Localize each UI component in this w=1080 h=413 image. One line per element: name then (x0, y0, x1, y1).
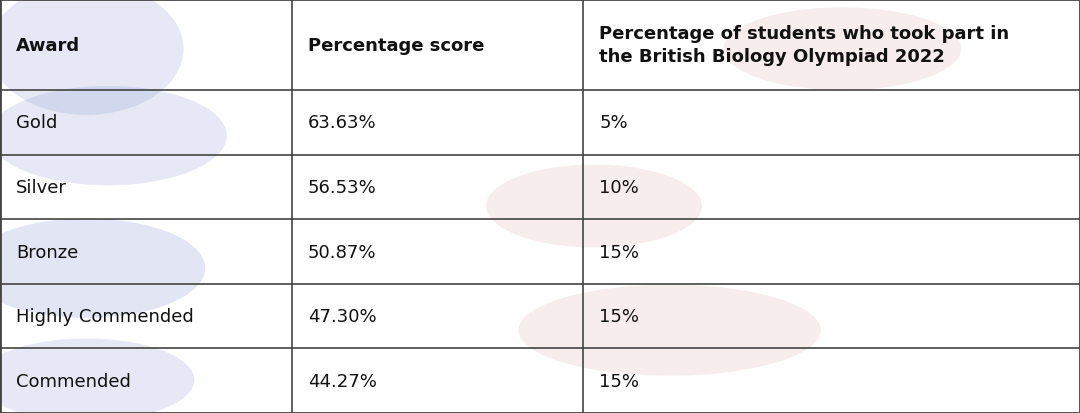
Text: Percentage score: Percentage score (308, 36, 484, 55)
Text: Gold: Gold (16, 114, 57, 132)
Text: 50.87%: 50.87% (308, 243, 376, 261)
Text: Commended: Commended (16, 372, 131, 390)
Text: Bronze: Bronze (16, 243, 79, 261)
Text: 56.53%: 56.53% (308, 178, 377, 197)
Text: 5%: 5% (599, 114, 629, 132)
Text: Percentage of students who took part in
the British Biology Olympiad 2022: Percentage of students who took part in … (599, 25, 1010, 66)
Text: 15%: 15% (599, 372, 639, 390)
Text: 47.30%: 47.30% (308, 307, 377, 325)
Text: 63.63%: 63.63% (308, 114, 377, 132)
Ellipse shape (0, 219, 205, 318)
Text: Highly Commended: Highly Commended (16, 307, 194, 325)
Ellipse shape (0, 0, 184, 116)
Text: 10%: 10% (599, 178, 639, 197)
Text: Silver: Silver (16, 178, 67, 197)
Ellipse shape (0, 339, 194, 413)
Ellipse shape (518, 285, 821, 376)
Text: 44.27%: 44.27% (308, 372, 377, 390)
Ellipse shape (486, 165, 702, 248)
Text: 15%: 15% (599, 307, 639, 325)
Text: 15%: 15% (599, 243, 639, 261)
Text: Award: Award (16, 36, 80, 55)
Ellipse shape (724, 8, 961, 91)
Ellipse shape (0, 87, 227, 186)
